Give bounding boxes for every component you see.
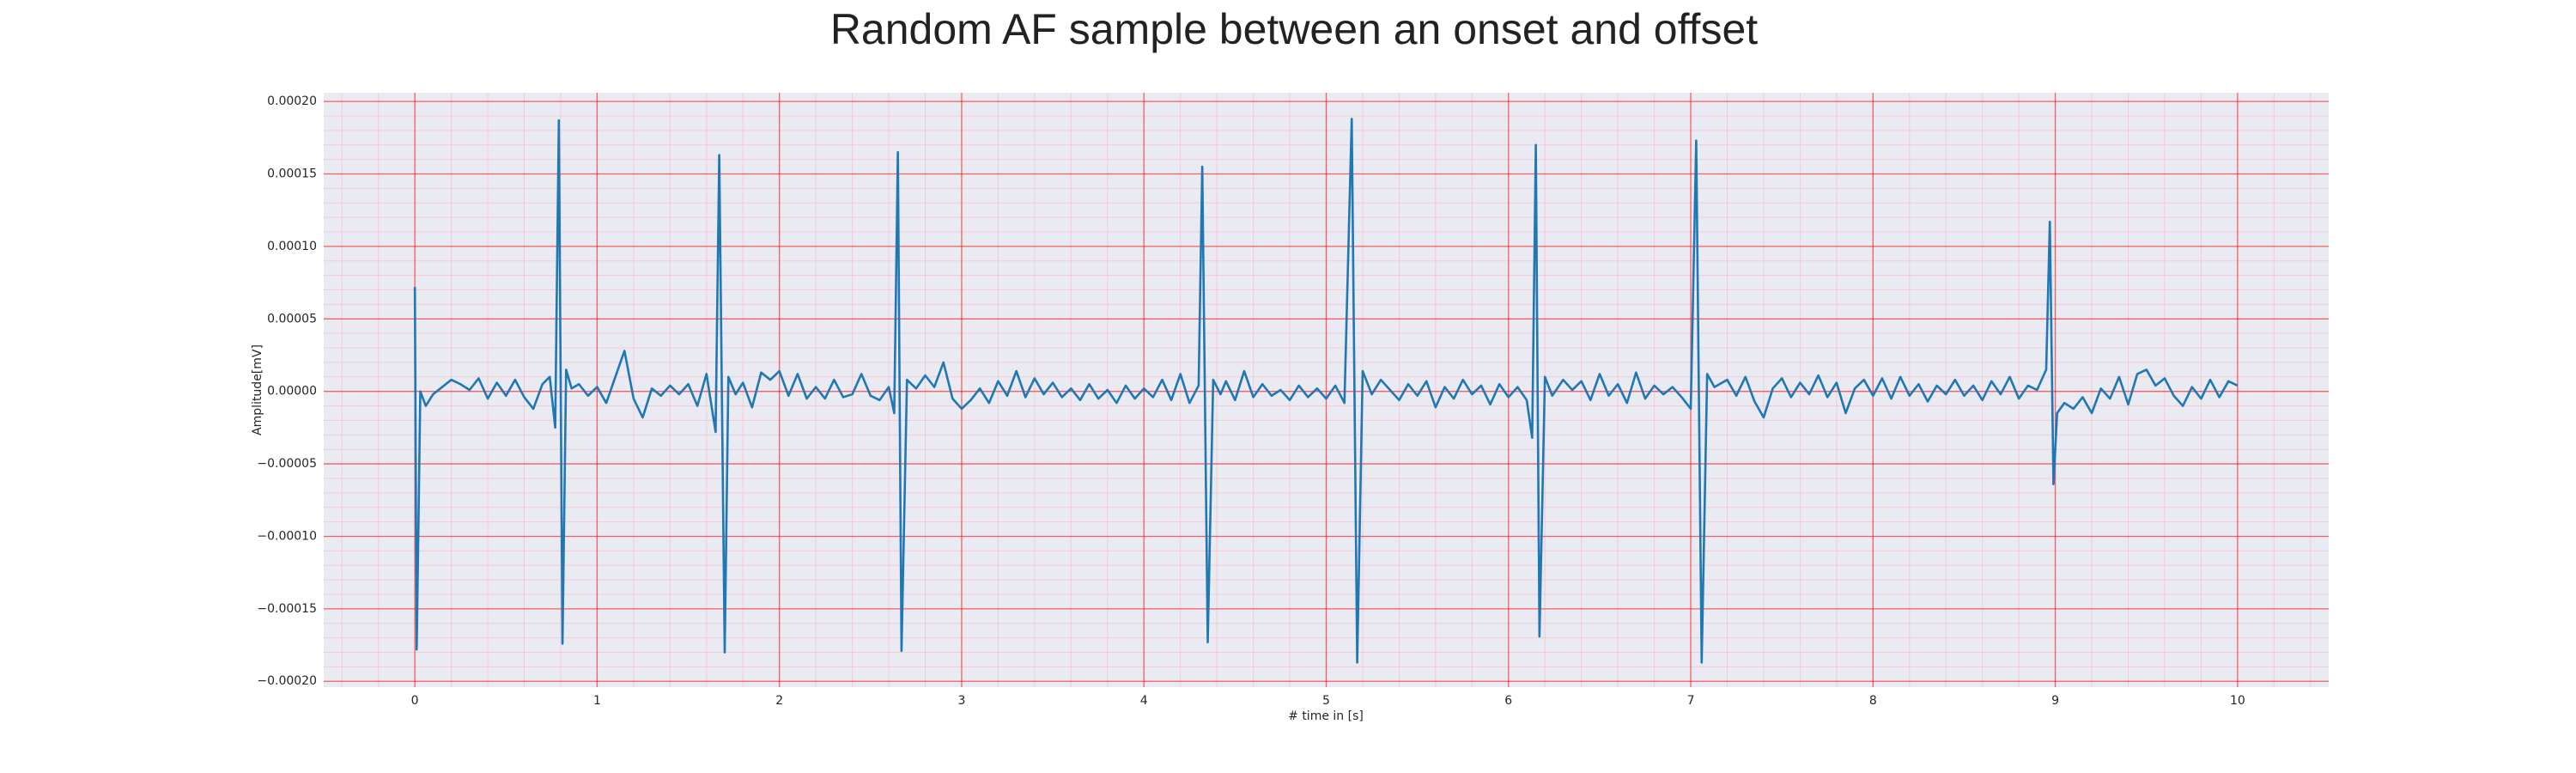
y-axis-label: Amplitude[mV] (251, 344, 264, 435)
signal-line (413, 118, 2239, 664)
x-tick-label: 2 (775, 694, 783, 708)
y-tick-label: −0.00005 (257, 457, 317, 471)
x-tick-label: 0 (411, 694, 419, 708)
x-tick-label: 5 (1322, 694, 1330, 708)
y-tick-label: 0.00005 (267, 312, 317, 326)
x-axis-label: # time in [s] (1288, 709, 1364, 723)
x-tick-label: 3 (957, 694, 965, 708)
y-tick-label: 0.00010 (267, 240, 317, 253)
y-tick-label: 0.00020 (267, 94, 317, 108)
y-tick-label: 0.00000 (267, 385, 317, 399)
y-tick-label: −0.00015 (257, 602, 317, 616)
x-tick-label: 7 (1687, 694, 1695, 708)
x-tick-label: 4 (1140, 694, 1148, 708)
x-tick-label: 9 (2051, 694, 2059, 708)
x-tick-label: 10 (2230, 694, 2245, 708)
x-tick-label: 6 (1504, 694, 1512, 708)
y-tick-label: −0.00020 (257, 674, 317, 688)
chart-title: Random AF sample between an onset and of… (830, 5, 1758, 53)
x-tick-label: 1 (593, 694, 601, 708)
y-tick-label: −0.00010 (257, 529, 317, 543)
y-tick-label: 0.00015 (267, 167, 317, 181)
x-tick-label: 8 (1869, 694, 1877, 708)
